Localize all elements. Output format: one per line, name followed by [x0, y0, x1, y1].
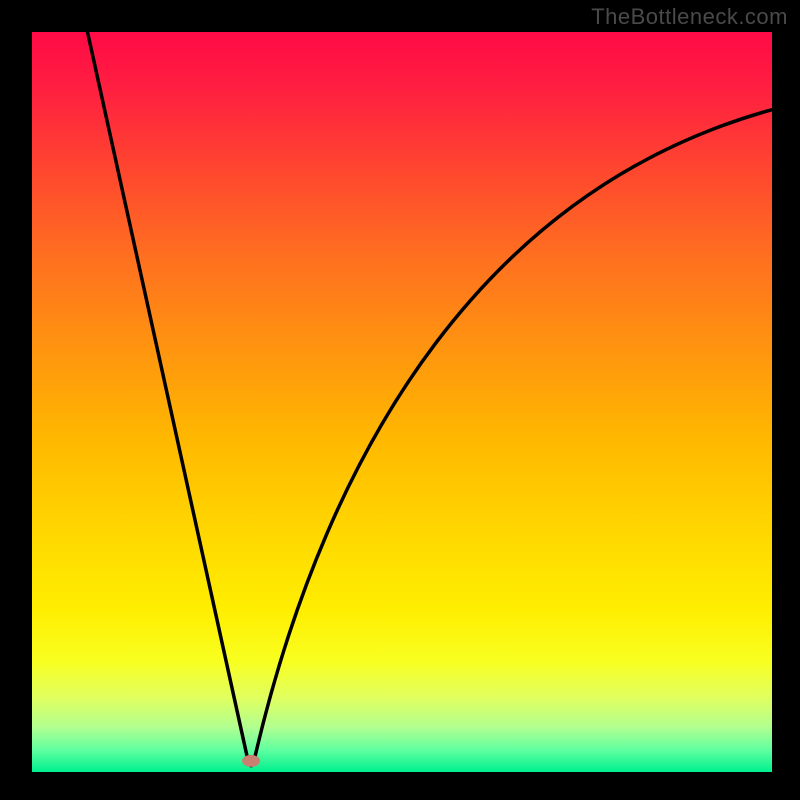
plot-area	[32, 32, 772, 772]
chart-container: TheBottleneck.com	[0, 0, 800, 800]
curve-layer	[32, 32, 772, 772]
bottleneck-curve	[88, 32, 773, 766]
optimum-marker	[242, 755, 260, 767]
watermark-text: TheBottleneck.com	[591, 4, 788, 30]
